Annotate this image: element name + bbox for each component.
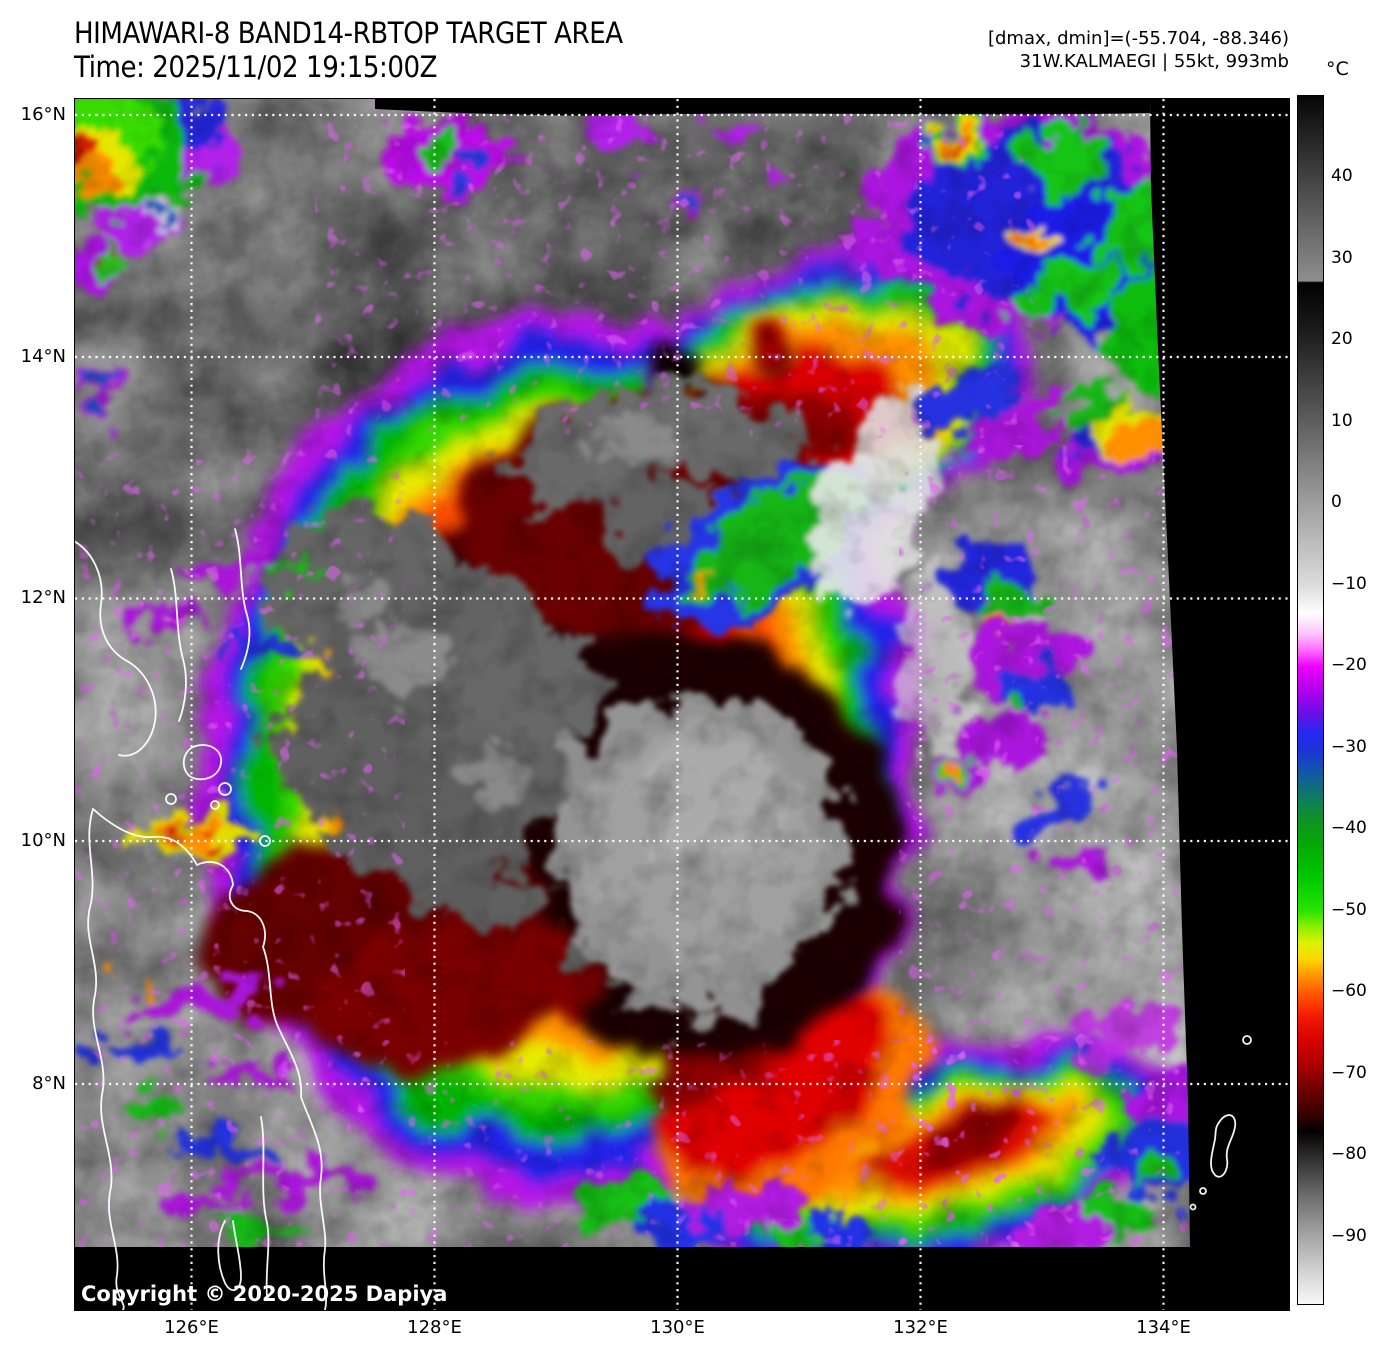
annotation-storm-info: 31W.KALMAEGI | 55kt, 993mb (1019, 51, 1289, 72)
colorbar-tick: −30 (1331, 737, 1367, 757)
colorbar-tick: 10 (1331, 411, 1353, 431)
y-tick-label: 8°N (32, 1073, 66, 1094)
colorbar-tick: −80 (1331, 1144, 1367, 1164)
palau-islands (1189, 1035, 1252, 1211)
timestamp: Time: 2025/11/02 19:15:00Z (74, 50, 438, 84)
x-tick-label: 130°E (650, 1317, 705, 1338)
colorbar-tick: −10 (1331, 574, 1367, 594)
colorbar-tick: −20 (1331, 655, 1367, 675)
annotations: [dmax, dmin]=(-55.704, -88.346) 31W.KALM… (988, 27, 1289, 73)
colorbar-tick: 30 (1331, 248, 1353, 268)
colorbar-tick: 20 (1331, 329, 1353, 349)
colorbar-tick: 40 (1331, 166, 1353, 186)
colorbar-tick: −50 (1331, 900, 1367, 920)
x-tick-label: 126°E (164, 1317, 219, 1338)
colorbar-tick: −70 (1331, 1063, 1367, 1083)
y-tick-label: 10°N (20, 830, 66, 851)
header: HIMAWARI-8 BAND14-RBTOP TARGET AREA Time… (74, 16, 684, 84)
map-canvas: Copyright © 2020-2025 Dapiya (74, 98, 1290, 1311)
page-title: HIMAWARI-8 BAND14-RBTOP TARGET AREA (74, 16, 623, 50)
annotation-dminmax: [dmax, dmin]=(-55.704, -88.346) (987, 28, 1289, 49)
y-tick-label: 14°N (20, 346, 66, 367)
colorbar-unit-label: °C (1326, 58, 1349, 80)
x-tick-label: 134°E (1136, 1317, 1191, 1338)
colorbar-tick: −40 (1331, 818, 1367, 838)
satellite-image (75, 99, 1289, 1310)
copyright-label: Copyright © 2020-2025 Dapiya (81, 1282, 448, 1306)
colorbar-tick: 0 (1331, 492, 1342, 512)
y-tick-label: 16°N (20, 104, 66, 125)
graticule (75, 99, 1289, 1310)
x-tick-label: 132°E (893, 1317, 948, 1338)
colorbar-tick: −90 (1331, 1226, 1367, 1246)
x-tick-label: 128°E (407, 1317, 462, 1338)
y-tick-label: 12°N (20, 587, 66, 608)
colorbar-tick: −60 (1331, 981, 1367, 1001)
colorbar-gradient (1297, 95, 1324, 1305)
nodata-regions (75, 99, 1289, 1310)
